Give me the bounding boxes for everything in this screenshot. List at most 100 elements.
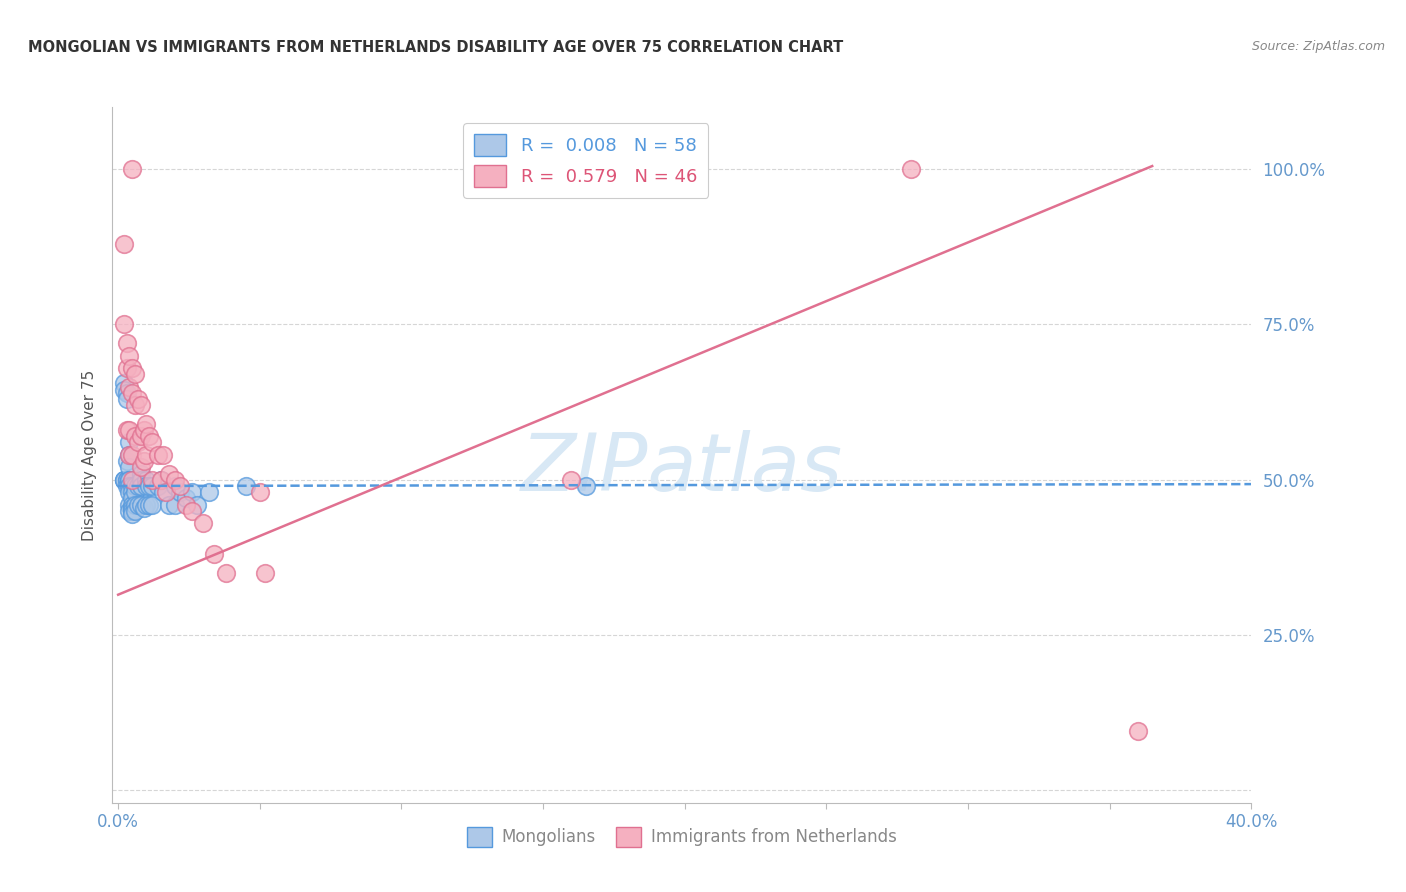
Point — [115, 473, 138, 487]
Point — [132, 454, 155, 468]
Point — [180, 485, 202, 500]
Point — [118, 504, 141, 518]
Point — [900, 162, 922, 177]
Point — [118, 435, 141, 450]
Point — [254, 566, 277, 580]
Point — [124, 504, 146, 518]
Point — [118, 460, 141, 475]
Point — [146, 479, 169, 493]
Point — [149, 473, 172, 487]
Legend: Mongolians, Immigrants from Netherlands: Mongolians, Immigrants from Netherlands — [460, 820, 904, 854]
Point — [163, 479, 186, 493]
Point — [135, 448, 157, 462]
Point — [169, 479, 191, 493]
Point — [121, 485, 143, 500]
Point — [152, 485, 174, 500]
Point — [129, 460, 152, 475]
Point — [155, 485, 177, 500]
Point — [169, 485, 191, 500]
Point — [132, 423, 155, 437]
Point — [118, 479, 141, 493]
Point — [141, 479, 163, 493]
Point — [163, 498, 186, 512]
Point — [115, 360, 138, 375]
Point — [118, 349, 141, 363]
Point — [138, 429, 160, 443]
Point — [135, 417, 157, 431]
Point — [118, 423, 141, 437]
Point — [115, 385, 138, 400]
Point — [118, 498, 141, 512]
Point — [124, 398, 146, 412]
Point — [129, 467, 152, 481]
Point — [124, 498, 146, 512]
Point — [215, 566, 238, 580]
Point — [135, 498, 157, 512]
Point — [138, 479, 160, 493]
Point — [118, 448, 141, 462]
Point — [574, 479, 596, 493]
Point — [141, 498, 163, 512]
Point — [141, 435, 163, 450]
Point — [149, 473, 172, 487]
Point — [115, 473, 138, 487]
Point — [198, 485, 221, 500]
Point — [132, 500, 155, 515]
Point — [118, 379, 141, 393]
Point — [115, 479, 138, 493]
Text: MONGOLIAN VS IMMIGRANTS FROM NETHERLANDS DISABILITY AGE OVER 75 CORRELATION CHAR: MONGOLIAN VS IMMIGRANTS FROM NETHERLANDS… — [28, 40, 844, 55]
Point — [118, 448, 141, 462]
Point — [127, 498, 149, 512]
Point — [152, 448, 174, 462]
Point — [129, 398, 152, 412]
Point — [118, 485, 141, 500]
Point — [129, 479, 152, 493]
Point — [121, 448, 143, 462]
Point — [121, 479, 143, 493]
Point — [127, 392, 149, 406]
Point — [112, 473, 135, 487]
Point — [129, 473, 152, 487]
Point — [560, 473, 582, 487]
Point — [115, 336, 138, 351]
Point — [121, 500, 143, 515]
Point — [124, 429, 146, 443]
Point — [121, 507, 143, 521]
Point — [115, 454, 138, 468]
Point — [115, 423, 138, 437]
Point — [121, 162, 143, 177]
Point — [127, 435, 149, 450]
Point — [138, 498, 160, 512]
Point — [124, 479, 146, 493]
Point — [235, 479, 257, 493]
Point — [163, 473, 186, 487]
Point — [146, 448, 169, 462]
Point — [112, 236, 135, 251]
Point — [112, 318, 135, 332]
Point — [112, 473, 135, 487]
Point — [121, 360, 143, 375]
Point — [112, 376, 135, 391]
Point — [127, 479, 149, 493]
Point — [121, 473, 143, 487]
Point — [121, 491, 143, 506]
Text: ZIPatlas: ZIPatlas — [520, 430, 844, 508]
Point — [157, 467, 180, 481]
Point — [180, 504, 202, 518]
Point — [249, 485, 271, 500]
Point — [174, 491, 197, 506]
Point — [112, 383, 135, 397]
Point — [135, 473, 157, 487]
Y-axis label: Disability Age Over 75: Disability Age Over 75 — [82, 369, 97, 541]
Point — [118, 473, 141, 487]
Point — [204, 547, 226, 561]
Point — [124, 485, 146, 500]
Point — [115, 392, 138, 406]
Point — [121, 385, 143, 400]
Point — [112, 473, 135, 487]
Point — [141, 473, 163, 487]
Point — [174, 498, 197, 512]
Point — [135, 479, 157, 493]
Point — [191, 516, 214, 531]
Point — [129, 429, 152, 443]
